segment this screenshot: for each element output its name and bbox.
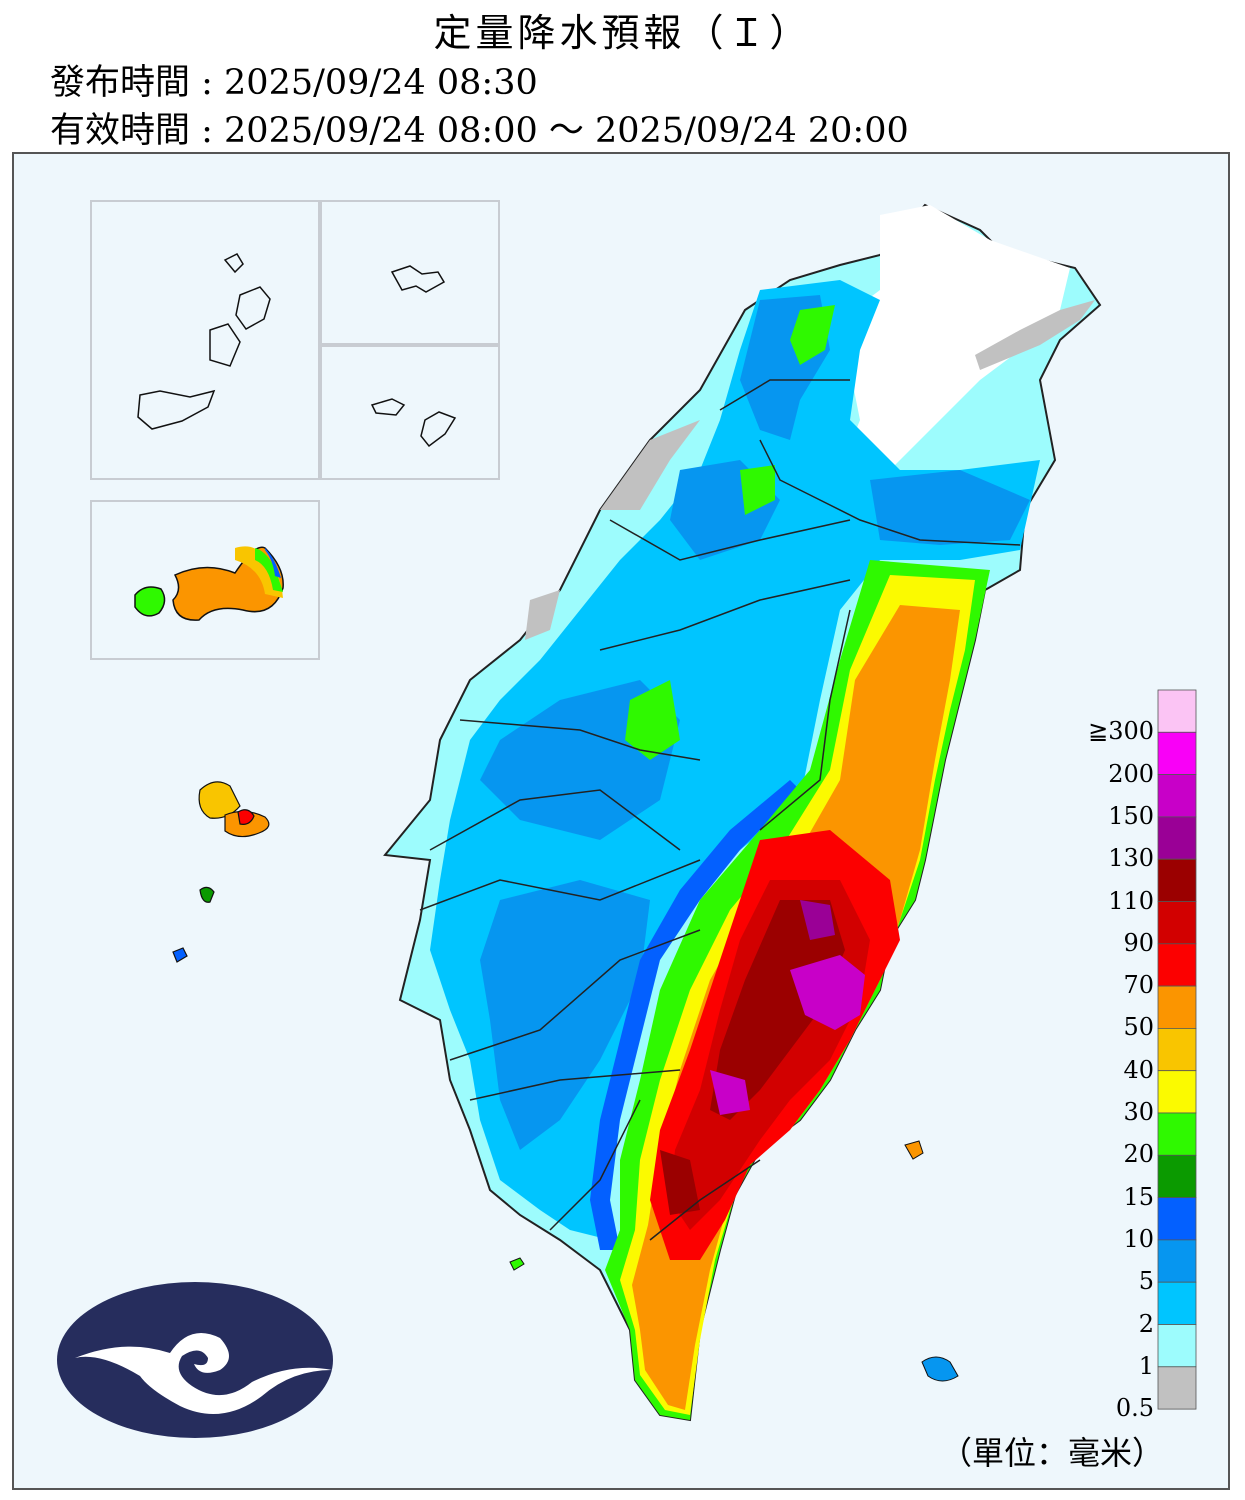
legend-swatch xyxy=(1157,858,1197,902)
unit-label: （單位：毫米） xyxy=(940,1434,1165,1472)
legend-label: 20 xyxy=(1123,1140,1154,1169)
legend-swatch xyxy=(1157,816,1197,860)
legend-swatch xyxy=(1157,1028,1197,1072)
legend-label: 0.5 xyxy=(1115,1394,1154,1423)
legend-swatch xyxy=(1157,901,1197,945)
legend-label: 50 xyxy=(1123,1013,1154,1042)
legend-swatch xyxy=(1157,985,1197,1029)
legend-swatch xyxy=(1157,1070,1197,1114)
legend-label: 110 xyxy=(1108,886,1154,915)
penghu-islands xyxy=(172,781,270,963)
kinmen-islands xyxy=(134,546,284,621)
legend-color-bar xyxy=(1157,689,1197,1410)
legend-label: 10 xyxy=(1123,1224,1154,1253)
legend-label: 70 xyxy=(1123,971,1154,1000)
legend-swatch xyxy=(1157,1366,1197,1410)
legend-swatch xyxy=(1157,1324,1197,1368)
inset-matsu-north xyxy=(90,200,320,480)
orchid-island xyxy=(921,1356,959,1382)
legend-label: 200 xyxy=(1108,759,1154,788)
legend-swatch xyxy=(1157,1239,1197,1283)
legend-swatch xyxy=(1157,731,1197,775)
inset-matsu-east-upper xyxy=(320,200,500,345)
legend-label: 40 xyxy=(1123,1055,1154,1084)
legend-swatch xyxy=(1157,1154,1197,1199)
cwa-logo xyxy=(57,1282,333,1438)
legend-swatch xyxy=(1157,689,1197,733)
legend-label: 30 xyxy=(1123,1098,1154,1126)
legend-label: 2 xyxy=(1138,1309,1154,1338)
issued-time: 發布時間 : 2025/09/24 08:30 xyxy=(50,63,538,103)
legend-label: 150 xyxy=(1108,801,1154,830)
legend-swatch xyxy=(1157,1281,1197,1325)
green-island xyxy=(904,1140,924,1160)
legend-label: 5 xyxy=(1138,1267,1154,1296)
valid-time: 有效時間 : 2025/09/24 08:00 ～ 2025/09/24 20:… xyxy=(50,111,909,151)
liuqiu-island xyxy=(509,1257,525,1271)
taiwan-rainfall-zones xyxy=(383,203,1102,1422)
legend-swatch xyxy=(1157,1112,1197,1156)
legend-label: 1 xyxy=(1138,1351,1154,1380)
inset-matsu-east-lower xyxy=(320,345,500,480)
legend-swatch xyxy=(1157,774,1197,818)
legend-label: 90 xyxy=(1123,928,1154,957)
legend-swatch xyxy=(1157,1197,1197,1241)
legend-label: 130 xyxy=(1108,844,1154,873)
matsu-islands xyxy=(137,253,457,448)
map-title: 定量降水預報（Ｉ） xyxy=(433,11,812,55)
legend-swatch xyxy=(1157,943,1197,987)
legend-label: 15 xyxy=(1123,1182,1154,1211)
legend-label: ≧300 xyxy=(1088,717,1154,746)
inset-kinmen xyxy=(90,500,320,660)
